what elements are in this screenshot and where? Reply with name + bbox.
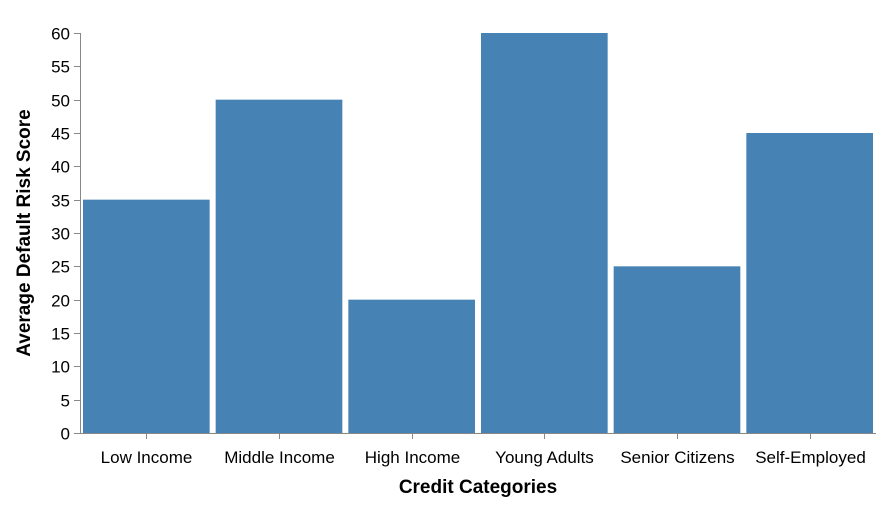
y-tick-label: 10 [51,358,70,377]
y-tick-label: 20 [51,292,70,311]
y-tick-label: 60 [51,25,70,44]
bar-high-income [348,299,475,433]
bar-young-adults [481,33,608,433]
bar-low-income [83,199,210,433]
bar-senior-citizens [613,266,741,433]
x-axis: Low Income Middle Income High Income Young … [80,433,876,467]
y-axis-title: Average Default Risk Score [14,109,35,356]
y-tick-label: 50 [51,92,70,111]
x-axis-title: Credit Categories [399,477,557,498]
y-tick-label: 25 [51,258,70,277]
y-tick-label: 5 [61,392,70,411]
x-tick-label: Low Income [101,448,193,467]
y-tick-label: 55 [51,58,70,77]
x-tick-label: Middle Income [224,448,335,467]
y-tick-label: 45 [51,125,70,144]
bars [83,33,873,434]
y-tick-label: 40 [51,158,70,177]
x-tick-label: High Income [365,448,460,467]
y-axis: 0 5 10 15 20 25 30 35 40 45 50 55 60 [51,25,81,444]
y-tick-label: 0 [61,425,70,444]
x-tick-label: Self-Employed [755,448,866,467]
y-tick-label: 35 [51,192,70,211]
y-tick-label: 30 [51,225,70,244]
x-tick-label: Senior Citizens [620,448,734,467]
bar-middle-income [215,99,343,434]
bar-self-employed [746,133,873,433]
x-tick-label: Young Adults [495,448,594,467]
y-tick-label: 15 [51,325,70,344]
